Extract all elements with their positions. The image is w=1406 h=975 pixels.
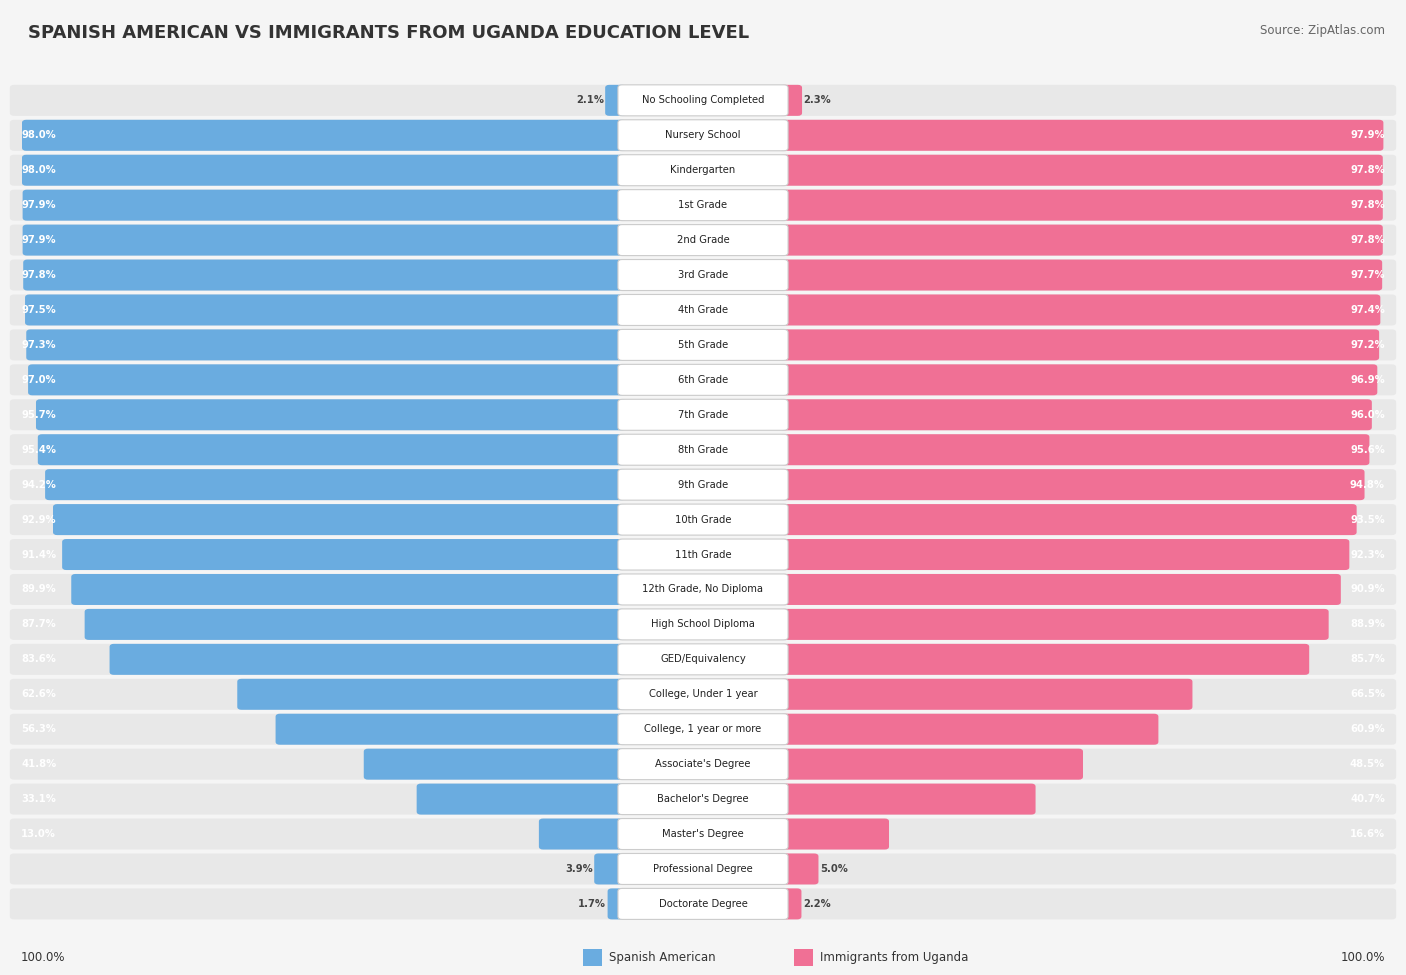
- Text: 97.2%: 97.2%: [1350, 340, 1385, 350]
- Text: 3.9%: 3.9%: [565, 864, 593, 874]
- Text: Nursery School: Nursery School: [665, 131, 741, 140]
- Text: 13.0%: 13.0%: [21, 829, 56, 839]
- Text: 87.7%: 87.7%: [21, 619, 56, 630]
- Text: 96.9%: 96.9%: [1350, 374, 1385, 385]
- Text: SPANISH AMERICAN VS IMMIGRANTS FROM UGANDA EDUCATION LEVEL: SPANISH AMERICAN VS IMMIGRANTS FROM UGAN…: [28, 24, 749, 42]
- Text: Immigrants from Uganda: Immigrants from Uganda: [820, 951, 969, 964]
- Text: 16.6%: 16.6%: [1350, 829, 1385, 839]
- Text: 2.2%: 2.2%: [803, 899, 831, 909]
- Text: 97.4%: 97.4%: [1350, 305, 1385, 315]
- Text: 90.9%: 90.9%: [1350, 584, 1385, 595]
- Text: 66.5%: 66.5%: [1350, 689, 1385, 699]
- Text: 97.8%: 97.8%: [21, 270, 56, 280]
- Text: 6th Grade: 6th Grade: [678, 374, 728, 385]
- Text: College, Under 1 year: College, Under 1 year: [648, 689, 758, 699]
- Text: 48.5%: 48.5%: [1350, 760, 1385, 769]
- Text: 98.0%: 98.0%: [21, 165, 56, 176]
- Text: 2.3%: 2.3%: [803, 96, 831, 105]
- Text: Bachelor's Degree: Bachelor's Degree: [657, 794, 749, 804]
- Text: 9th Grade: 9th Grade: [678, 480, 728, 489]
- Text: 100.0%: 100.0%: [1340, 951, 1385, 964]
- Text: 56.3%: 56.3%: [21, 724, 56, 734]
- Text: 97.0%: 97.0%: [21, 374, 56, 385]
- Text: 60.9%: 60.9%: [1350, 724, 1385, 734]
- Text: High School Diploma: High School Diploma: [651, 619, 755, 630]
- Text: 3rd Grade: 3rd Grade: [678, 270, 728, 280]
- Text: 62.6%: 62.6%: [21, 689, 56, 699]
- Text: 85.7%: 85.7%: [1350, 654, 1385, 664]
- Text: 7th Grade: 7th Grade: [678, 410, 728, 420]
- Text: 97.9%: 97.9%: [21, 200, 56, 211]
- Text: 92.3%: 92.3%: [1350, 550, 1385, 560]
- Text: 97.8%: 97.8%: [1350, 165, 1385, 176]
- Text: 100.0%: 100.0%: [21, 951, 66, 964]
- Text: 88.9%: 88.9%: [1350, 619, 1385, 630]
- Text: Professional Degree: Professional Degree: [654, 864, 752, 874]
- Text: 10th Grade: 10th Grade: [675, 515, 731, 525]
- Text: 33.1%: 33.1%: [21, 794, 56, 804]
- Text: 89.9%: 89.9%: [21, 584, 56, 595]
- Text: 97.7%: 97.7%: [1350, 270, 1385, 280]
- Text: 97.9%: 97.9%: [1350, 131, 1385, 140]
- Text: 5th Grade: 5th Grade: [678, 340, 728, 350]
- Text: 4th Grade: 4th Grade: [678, 305, 728, 315]
- Text: 96.0%: 96.0%: [1350, 410, 1385, 420]
- Text: 93.5%: 93.5%: [1350, 515, 1385, 525]
- Text: 12th Grade, No Diploma: 12th Grade, No Diploma: [643, 584, 763, 595]
- Text: 1st Grade: 1st Grade: [679, 200, 727, 211]
- Text: College, 1 year or more: College, 1 year or more: [644, 724, 762, 734]
- Text: 94.2%: 94.2%: [21, 480, 56, 489]
- Text: Source: ZipAtlas.com: Source: ZipAtlas.com: [1260, 24, 1385, 37]
- Text: GED/Equivalency: GED/Equivalency: [661, 654, 745, 664]
- Text: No Schooling Completed: No Schooling Completed: [641, 96, 765, 105]
- Text: 97.8%: 97.8%: [1350, 235, 1385, 245]
- Text: 95.7%: 95.7%: [21, 410, 56, 420]
- Text: 98.0%: 98.0%: [21, 131, 56, 140]
- Text: 95.4%: 95.4%: [21, 445, 56, 454]
- Text: 91.4%: 91.4%: [21, 550, 56, 560]
- Text: Associate's Degree: Associate's Degree: [655, 760, 751, 769]
- Text: Master's Degree: Master's Degree: [662, 829, 744, 839]
- Text: 92.9%: 92.9%: [21, 515, 56, 525]
- Text: Kindergarten: Kindergarten: [671, 165, 735, 176]
- Text: Doctorate Degree: Doctorate Degree: [658, 899, 748, 909]
- Text: 97.9%: 97.9%: [21, 235, 56, 245]
- Text: 97.8%: 97.8%: [1350, 200, 1385, 211]
- Text: 11th Grade: 11th Grade: [675, 550, 731, 560]
- Text: 1.7%: 1.7%: [578, 899, 606, 909]
- Text: 5.0%: 5.0%: [820, 864, 848, 874]
- Text: 83.6%: 83.6%: [21, 654, 56, 664]
- Text: 2.1%: 2.1%: [576, 96, 603, 105]
- Text: Spanish American: Spanish American: [609, 951, 716, 964]
- Text: 97.5%: 97.5%: [21, 305, 56, 315]
- Text: 41.8%: 41.8%: [21, 760, 56, 769]
- Text: 94.8%: 94.8%: [1350, 480, 1385, 489]
- Text: 2nd Grade: 2nd Grade: [676, 235, 730, 245]
- Text: 40.7%: 40.7%: [1350, 794, 1385, 804]
- Text: 97.3%: 97.3%: [21, 340, 56, 350]
- Text: 95.6%: 95.6%: [1350, 445, 1385, 454]
- Text: 8th Grade: 8th Grade: [678, 445, 728, 454]
